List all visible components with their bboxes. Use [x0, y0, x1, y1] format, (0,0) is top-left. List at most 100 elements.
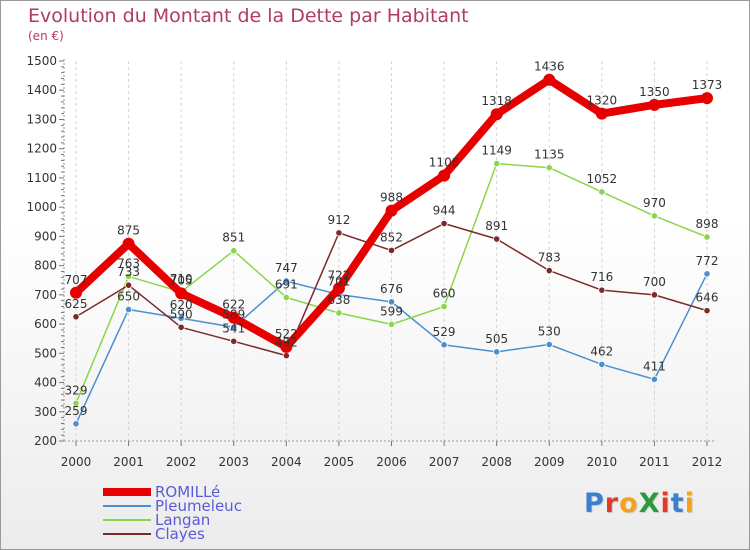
data-label: 701 [327, 275, 350, 289]
x-tick-label: 2003 [218, 455, 249, 469]
brand-letter: P [584, 488, 605, 519]
data-point [230, 247, 238, 255]
y-tick-label: 1500 [26, 54, 57, 68]
y-tick-label: 600 [34, 317, 57, 331]
data-point [545, 266, 553, 275]
data-point [650, 375, 659, 383]
data-point [387, 246, 396, 255]
data-label: 1350 [639, 85, 670, 99]
legend-label: Langan [155, 511, 211, 529]
data-point [703, 233, 711, 241]
data-label: 691 [275, 277, 298, 291]
brand-letter: i [660, 488, 671, 519]
data-point [701, 92, 713, 105]
data-point [335, 309, 343, 317]
data-point [282, 277, 290, 285]
data-label: 988 [380, 191, 403, 205]
legend-swatch [103, 533, 151, 535]
data-label: 329 [65, 383, 88, 397]
data-label: 944 [433, 204, 456, 218]
x-tick-label: 2007 [429, 455, 460, 469]
data-point [282, 293, 290, 302]
data-point [230, 323, 238, 331]
legend-label: Clayes [155, 525, 205, 543]
data-label: 898 [696, 217, 719, 231]
data-label: 620 [170, 298, 193, 312]
data-label: 875 [117, 224, 140, 238]
data-point [650, 291, 659, 299]
data-point [598, 286, 606, 294]
y-tick-label: 900 [34, 229, 57, 243]
data-point [598, 360, 606, 369]
data-label: 851 [222, 231, 245, 245]
legend: ROMILLé Pleumeleuc Langan Clayes [103, 483, 303, 543]
x-tick-label: 2009 [534, 455, 565, 469]
legend-swatch [103, 519, 151, 521]
data-point [122, 237, 135, 250]
y-tick-label: 500 [34, 346, 57, 360]
data-label: 625 [65, 297, 88, 311]
data-label: 1052 [587, 172, 618, 186]
data-label: 599 [380, 304, 403, 318]
data-point [440, 302, 448, 311]
data-label: 747 [275, 261, 298, 275]
data-label: 646 [696, 291, 719, 305]
data-label: 590 [170, 307, 193, 321]
data-label: 522 [275, 327, 298, 341]
data-point [595, 107, 608, 120]
legend-item: ROMILLé [103, 483, 303, 501]
data-label: 259 [65, 404, 88, 418]
y-tick-label: 300 [34, 405, 57, 419]
data-point [230, 337, 238, 345]
brand-letter: i [684, 488, 695, 519]
y-tick-label: 700 [34, 288, 57, 302]
data-label: 505 [485, 332, 508, 346]
data-label: 783 [538, 251, 561, 265]
data-point [545, 340, 553, 349]
data-label: 970 [643, 196, 666, 210]
data-label: 733 [117, 265, 140, 279]
x-tick-label: 2010 [587, 455, 618, 469]
data-point [598, 188, 606, 196]
x-tick-label: 2008 [481, 455, 512, 469]
data-point [175, 287, 188, 300]
y-tick-label: 400 [34, 376, 57, 390]
chart-subtitle: (en €) [28, 29, 64, 43]
data-label: 1373 [692, 78, 723, 92]
data-point [440, 219, 448, 228]
data-label: 492 [275, 336, 298, 350]
y-tick-label: 1300 [26, 112, 57, 126]
data-point [650, 212, 659, 220]
data-label: 710 [170, 272, 193, 286]
legend-label: ROMILLé [155, 483, 221, 501]
legend-swatch [103, 505, 151, 507]
data-point [385, 204, 398, 217]
x-tick-label: 2002 [166, 455, 197, 469]
data-point [70, 286, 82, 299]
data-point [493, 160, 501, 168]
data-label: 705 [170, 273, 193, 287]
data-label: 1320 [587, 94, 618, 108]
data-label: 700 [643, 275, 666, 289]
data-point [177, 323, 185, 331]
x-tick-label: 2012 [692, 455, 723, 469]
legend-item: Langan [103, 511, 303, 529]
data-label: 530 [538, 325, 561, 339]
legend-item: Clayes [103, 525, 303, 543]
data-point [72, 420, 80, 428]
y-tick-label: 1100 [26, 171, 57, 185]
chart-title: Evolution du Montant de la Dette par Hab… [28, 5, 469, 27]
data-label: 707 [65, 273, 88, 287]
data-point [335, 229, 343, 237]
data-point [545, 164, 553, 172]
y-tick-label: 1000 [26, 200, 57, 214]
y-tick-label: 1200 [26, 142, 57, 156]
y-tick-label: 200 [34, 434, 57, 448]
data-label: 763 [117, 256, 140, 270]
x-tick-label: 2005 [324, 455, 355, 469]
data-label: 716 [590, 270, 613, 284]
data-label: 772 [696, 254, 719, 268]
data-point [490, 108, 503, 121]
